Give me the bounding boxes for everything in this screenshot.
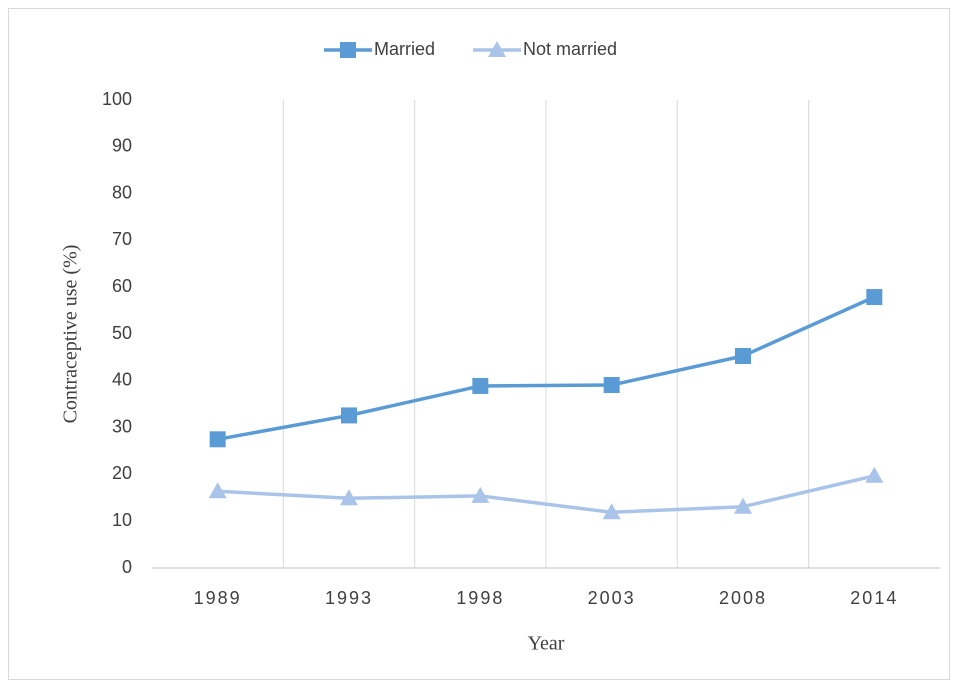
data-point [341, 407, 357, 424]
data-point [865, 466, 884, 483]
data-point [734, 497, 752, 514]
x-axis-label: Year [528, 633, 565, 655]
y-tick-label: 20 [112, 463, 132, 483]
x-tick-label: 2003 [588, 588, 636, 608]
data-point [340, 489, 358, 506]
y-tick-label: 30 [112, 416, 132, 436]
data-point [866, 289, 883, 306]
series-line [217, 295, 876, 442]
data-point [735, 347, 751, 364]
legend-marker [488, 41, 507, 57]
x-tick-label: 1998 [456, 588, 504, 608]
data-point [602, 503, 621, 520]
y-axis-label: Contraceptive use (%) [60, 245, 82, 424]
data-point [603, 377, 620, 394]
y-tick-label: 100 [102, 89, 132, 109]
x-tick-label: 2008 [719, 588, 767, 608]
x-tick-label: 1993 [325, 588, 373, 608]
y-tick-label: 80 [112, 182, 132, 202]
legend-label: Not married [523, 39, 617, 59]
y-tick-label: 50 [112, 323, 132, 343]
data-point [209, 431, 226, 448]
series-line [217, 474, 875, 515]
y-tick-label: 10 [112, 510, 132, 530]
legend-label: Married [374, 39, 435, 59]
legend-marker [340, 42, 356, 58]
x-tick-label: 2014 [850, 588, 898, 608]
y-tick-label: 90 [112, 136, 132, 156]
y-tick-label: 60 [112, 276, 132, 296]
data-point [208, 482, 227, 499]
data-point [472, 377, 489, 394]
y-tick-label: 70 [112, 229, 132, 249]
y-tick-label: 0 [122, 557, 132, 577]
data-point [471, 486, 490, 503]
x-tick-label: 1989 [194, 588, 242, 608]
y-tick-label: 40 [112, 370, 132, 390]
